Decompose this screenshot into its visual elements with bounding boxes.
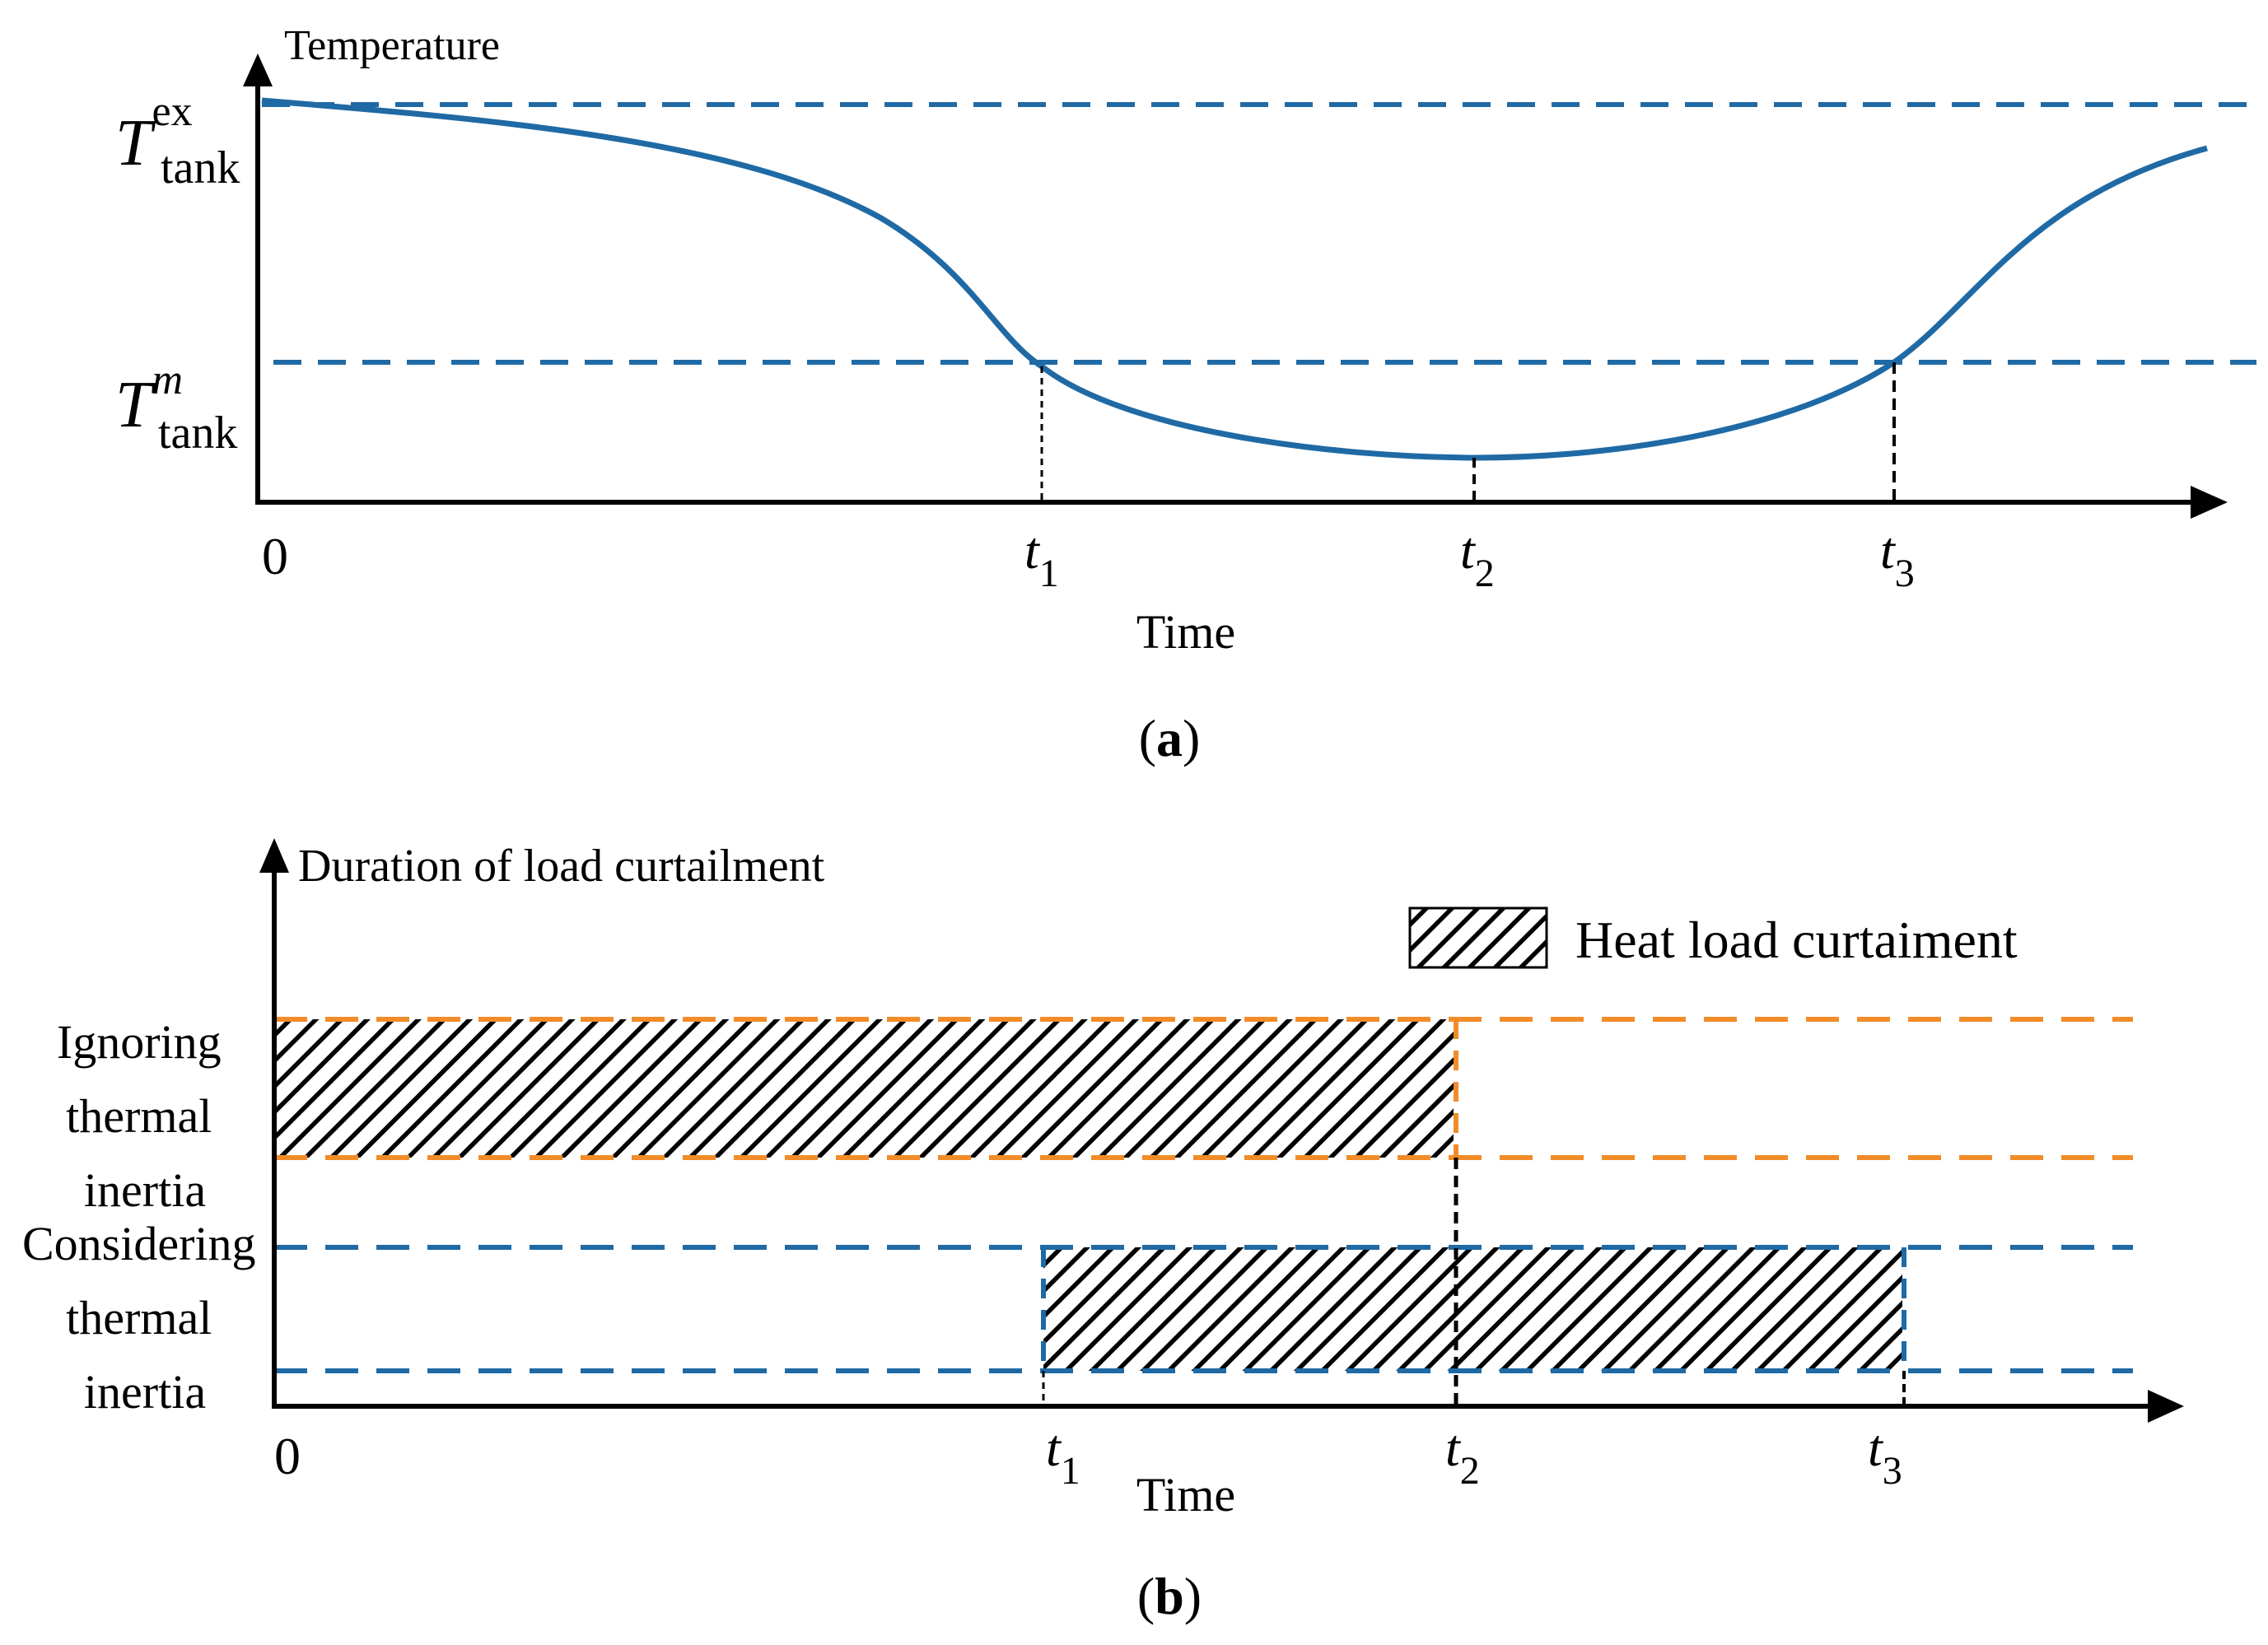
b-x-axis-arrow-icon <box>2148 1390 2184 1423</box>
a-t3-label: t3 <box>1880 521 1915 595</box>
a-t2-label: t2 <box>1460 521 1495 595</box>
a-t1-label: t1 <box>1024 521 1059 595</box>
b-t3-label: t3 <box>1868 1419 1902 1493</box>
t-m-label: Tm tank <box>115 356 237 459</box>
b-origin-label: 0 <box>274 1427 301 1485</box>
panel-b: Heat load curtaiment Duration of load cu… <box>22 838 2184 1625</box>
b-t2-label: t2 <box>1445 1419 1480 1493</box>
a-caption: (a) <box>1139 709 1201 767</box>
a-x-axis-arrow-icon <box>2191 486 2228 519</box>
t-ex-label: Tex tank <box>115 88 240 193</box>
temperature-curve <box>261 97 2208 461</box>
considering-curtailment-bar <box>1043 1247 1902 1371</box>
row-label-considering: Considering thermal inertia <box>22 1217 268 1419</box>
legend-label: Heat load curtaiment <box>1575 911 2018 969</box>
b-y-axis-label: Duration of load curtailment <box>298 841 825 892</box>
panel-a: Temperature Tex tank Tm tank 0 t1 t2 t3 Ti… <box>115 22 2256 767</box>
legend-hatch-swatch <box>1408 906 1548 969</box>
b-x-axis-label: Time <box>1136 1468 1235 1522</box>
a-origin-label: 0 <box>262 527 288 585</box>
a-y-axis-label: Temperature <box>284 22 500 69</box>
a-y-axis-arrow-icon <box>243 54 273 86</box>
a-x-axis-label: Time <box>1136 605 1235 659</box>
row-label-ignoring: Ignoring thermal inertia <box>57 1015 233 1217</box>
b-y-axis-arrow-icon <box>259 838 289 873</box>
b-caption: (b) <box>1137 1567 1202 1625</box>
b-t1-label: t1 <box>1046 1419 1080 1493</box>
ignoring-curtailment-bar <box>274 1019 1454 1158</box>
